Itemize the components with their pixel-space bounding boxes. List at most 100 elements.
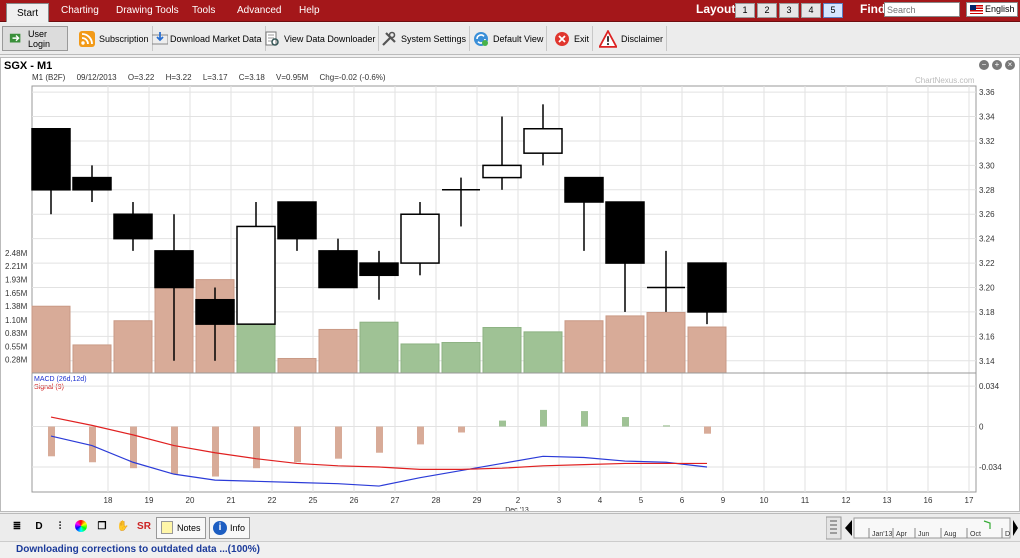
maximize-icon[interactable]: + — [992, 60, 1002, 70]
layout-button-2[interactable]: 2 — [757, 3, 777, 18]
layout-button-1[interactable]: 1 — [735, 3, 755, 18]
view-data-downloader-button[interactable]: View Data Downloader — [260, 26, 380, 51]
volume-bar — [359, 321, 399, 374]
down-candle — [318, 250, 358, 289]
signal-line — [50, 416, 707, 470]
date-tick-label: 21 — [227, 496, 236, 505]
disclaimer-button[interactable]: Disclaimer — [595, 26, 668, 51]
navigator-label: Jan'13 — [872, 531, 893, 538]
list-icon[interactable]: ≣ — [12, 521, 22, 532]
volume-tick-label: 1.10M — [5, 316, 28, 325]
date-tick-label: 28 — [432, 496, 441, 505]
price-tick-label: 3.34 — [979, 113, 995, 122]
date-tick-label: 6 — [680, 496, 685, 505]
login-arrow-icon — [9, 33, 21, 42]
exit-button[interactable]: Exit — [550, 26, 594, 51]
macd-legend: MACD (26d,12d) — [34, 376, 87, 383]
notes-label: Notes — [177, 523, 201, 533]
info-button[interactable]: i Info — [209, 517, 251, 539]
layout-button-3[interactable]: 3 — [779, 3, 799, 18]
volume-tick-label: 0.83M — [5, 329, 28, 338]
notes-button[interactable]: Notes — [156, 517, 206, 539]
volume-bar — [605, 315, 645, 374]
warning-icon — [599, 29, 617, 48]
volume-bar — [31, 305, 71, 374]
info-label: Info — [230, 523, 246, 533]
macd-histogram-bar — [376, 426, 383, 453]
system-settings-label: System Settings — [401, 33, 467, 44]
volume-tick-label: 1.93M — [5, 276, 28, 285]
default-view-label: Default View — [493, 33, 544, 44]
date-value: 09/12/2013 — [76, 73, 117, 82]
layout-button-4[interactable]: 4 — [801, 3, 821, 18]
user-login-button[interactable]: User Login — [2, 26, 68, 51]
macd-histogram-bar — [171, 426, 178, 475]
layout-button-5[interactable]: 5 — [823, 3, 843, 18]
high-value: H=3.22 — [165, 73, 192, 82]
download-icon — [152, 31, 168, 44]
sr-icon[interactable]: SR — [137, 521, 151, 532]
price-tick-label: 3.30 — [979, 161, 995, 170]
color-wheel-icon[interactable] — [74, 520, 88, 534]
search-input[interactable] — [884, 2, 960, 17]
menu-advanced[interactable]: Advanced — [237, 5, 282, 16]
down-candle — [687, 262, 727, 313]
close-icon[interactable]: × — [1005, 60, 1015, 70]
macd-histogram-bar — [294, 426, 301, 463]
date-tick-label: 27 — [391, 496, 400, 505]
document-view-icon — [265, 31, 279, 46]
volume-bar — [400, 343, 440, 374]
date-tick-label: 10 — [760, 496, 769, 505]
rss-icon — [79, 30, 95, 47]
up-candle — [482, 164, 522, 179]
daily-period-icon[interactable]: D — [35, 521, 43, 532]
macd-tick-label: -0.034 — [979, 463, 1002, 472]
up-candle — [523, 127, 563, 154]
menu-charting[interactable]: Charting — [61, 5, 99, 16]
bar-type-icon[interactable]: ⫶ — [58, 521, 62, 532]
date-tick-label: 17 — [965, 496, 974, 505]
default-view-button[interactable]: Default View — [469, 26, 548, 51]
close-circle-icon — [555, 31, 569, 46]
price-chart[interactable]: 3.36 3.34 3.32 3.30 3.28 3.26 3.24 3.22 3.20 3.18… — [1, 58, 1019, 511]
hand-icon[interactable]: ✋ — [116, 521, 130, 532]
volume-bar — [72, 344, 112, 374]
date-tick-label: 2 — [516, 496, 521, 505]
down-candle — [31, 127, 71, 191]
down-candle — [605, 201, 645, 264]
subscription-label: Subscription — [99, 33, 149, 44]
menu-drawing-tools[interactable]: Drawing Tools — [116, 5, 179, 16]
volume-bar — [277, 357, 317, 374]
open-value: O=3.22 — [127, 73, 155, 82]
menu-tools[interactable]: Tools — [192, 5, 216, 16]
layout-label: Layout: — [696, 2, 740, 16]
menu-bar: Start Charting Drawing Tools Tools Advan… — [0, 0, 1020, 22]
macd-histogram-bar — [540, 409, 547, 427]
macd-histogram-bar — [253, 426, 260, 469]
language-button[interactable]: English — [966, 2, 1018, 17]
download-market-data-button[interactable]: Download Market Data — [148, 26, 266, 51]
macd-tick-label: 0.034 — [979, 382, 1000, 391]
date-tick-label: 19 — [145, 496, 154, 505]
price-tick-label: 3.18 — [979, 308, 995, 317]
minimize-icon[interactable]: − — [979, 60, 989, 70]
macd-histogram-bar — [704, 426, 711, 434]
subscription-button[interactable]: Subscription — [75, 26, 153, 51]
date-tick-label: 16 — [924, 496, 933, 505]
volume-bar — [236, 323, 276, 374]
timeline-navigator[interactable]: Jan'13 Apr Jun Aug Oct D — [826, 516, 1018, 540]
chart-title: SGX - M1 — [4, 60, 53, 72]
menu-start[interactable]: Start — [6, 3, 50, 22]
month-label: Dec '13 — [505, 507, 529, 511]
volume-bar — [113, 320, 153, 374]
period-label: M1 (B2F) — [32, 73, 66, 82]
volume-bar — [441, 342, 481, 374]
windows-icon[interactable]: ❐ — [97, 521, 107, 532]
macd-histogram-bar — [663, 425, 670, 427]
menu-help[interactable]: Help — [299, 5, 320, 16]
volume-bar — [482, 327, 522, 374]
macd-histogram-bar — [458, 426, 465, 433]
system-settings-button[interactable]: System Settings — [377, 26, 471, 51]
macd-tick-label: 0 — [979, 423, 984, 432]
price-tick-label: 3.26 — [979, 210, 995, 219]
